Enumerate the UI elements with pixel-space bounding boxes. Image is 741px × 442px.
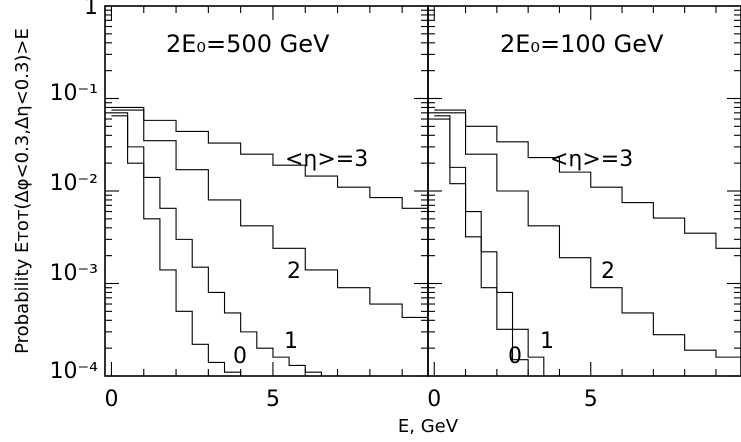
y-tick-label: 10⁻¹ (50, 81, 98, 106)
y-tick-label: 1 (84, 0, 98, 20)
x-tick-label: 5 (266, 387, 280, 412)
series-curve-eta-2 (111, 109, 429, 332)
plot-frame-panel-1 (104, 5, 429, 377)
series-label: <η>=3 (285, 147, 368, 172)
series-curve-eta-1 (111, 112, 322, 376)
plot-frame-panel-2 (427, 5, 741, 377)
series-curve-eta-0 (434, 118, 529, 376)
series-label: <η>=3 (550, 147, 633, 172)
y-tick-label: 10⁻⁴ (50, 359, 99, 384)
y-tick-label: 10⁻³ (50, 261, 98, 286)
series-label: 0 (508, 344, 522, 369)
y-tick-label: 10⁻² (50, 171, 98, 196)
series-curve-eta-1 (434, 115, 545, 376)
series-label: 2 (287, 259, 301, 284)
series-curve-eta-2 (434, 112, 741, 366)
series-label: 1 (284, 329, 298, 354)
series-label: 2 (601, 259, 615, 284)
x-tick-label: 0 (427, 387, 441, 412)
x-tick-label: 0 (104, 387, 118, 412)
series-curve-eta-3 (434, 109, 741, 263)
series-curve-eta-0 (111, 115, 242, 376)
series-label: 1 (540, 329, 554, 354)
panel-label: 2E₀=100 GeV (500, 30, 664, 58)
series-label: 0 (233, 344, 247, 369)
series-curve-eta-3 (111, 106, 429, 221)
x-axis-title: E, GeV (398, 416, 459, 437)
y-axis-title: Probability Eᴛᴏᴛ(Δφ<0.3,Δη<0.3)>E (12, 28, 33, 354)
panel-label: 2E₀=500 GeV (166, 30, 330, 58)
x-tick-label: 5 (584, 387, 598, 412)
